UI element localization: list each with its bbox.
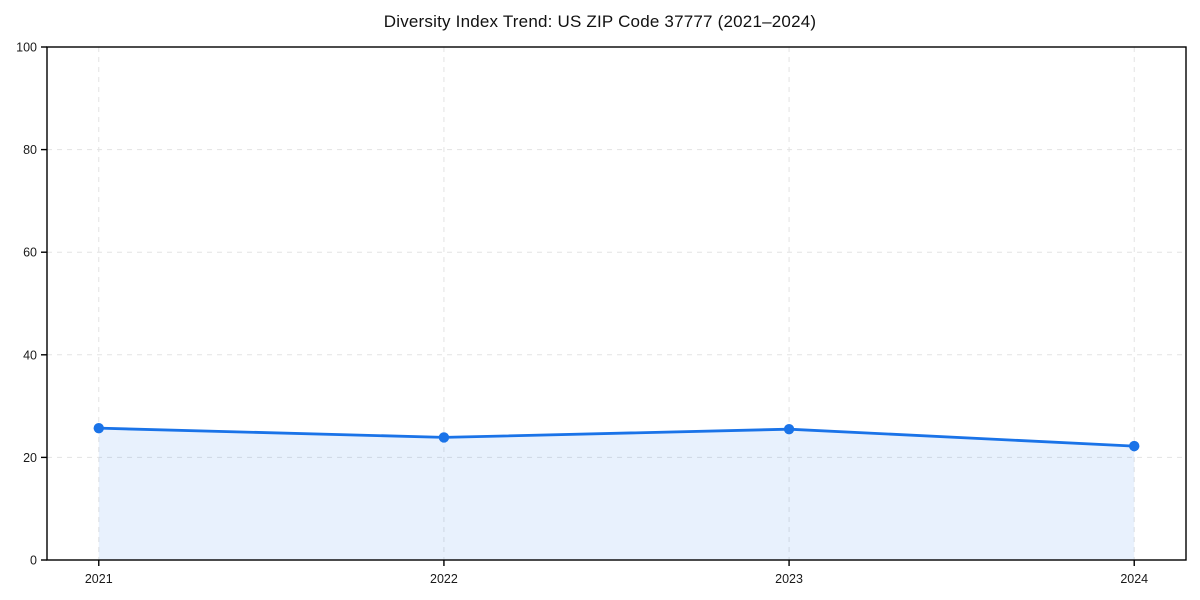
y-tick-label-80: 80 (23, 143, 37, 157)
data-point-2023 (783, 423, 795, 435)
x-tick-label-2021: 2021 (85, 572, 113, 586)
x-tick-label-2024: 2024 (1120, 572, 1148, 586)
area-fill (98, 428, 1135, 560)
y-tick-label-100: 100 (16, 41, 37, 55)
x-tick-label-2022: 2022 (430, 572, 458, 586)
chart-title: Diversity Index Trend: US ZIP Code 37777… (383, 12, 817, 31)
trend-line (97, 426, 1136, 448)
data-point-2022 (438, 432, 450, 443)
y-tick-label-60: 60 (23, 246, 37, 260)
y-tick-label-0: 0 (30, 554, 37, 568)
data-point-2024 (1129, 440, 1140, 452)
y-tick-label-20: 20 (23, 451, 37, 465)
x-tick-label-2023: 2023 (775, 572, 803, 586)
plot-border (46, 46, 1187, 561)
data-point-2021 (93, 422, 104, 434)
y-tick-label-40: 40 (23, 348, 37, 362)
